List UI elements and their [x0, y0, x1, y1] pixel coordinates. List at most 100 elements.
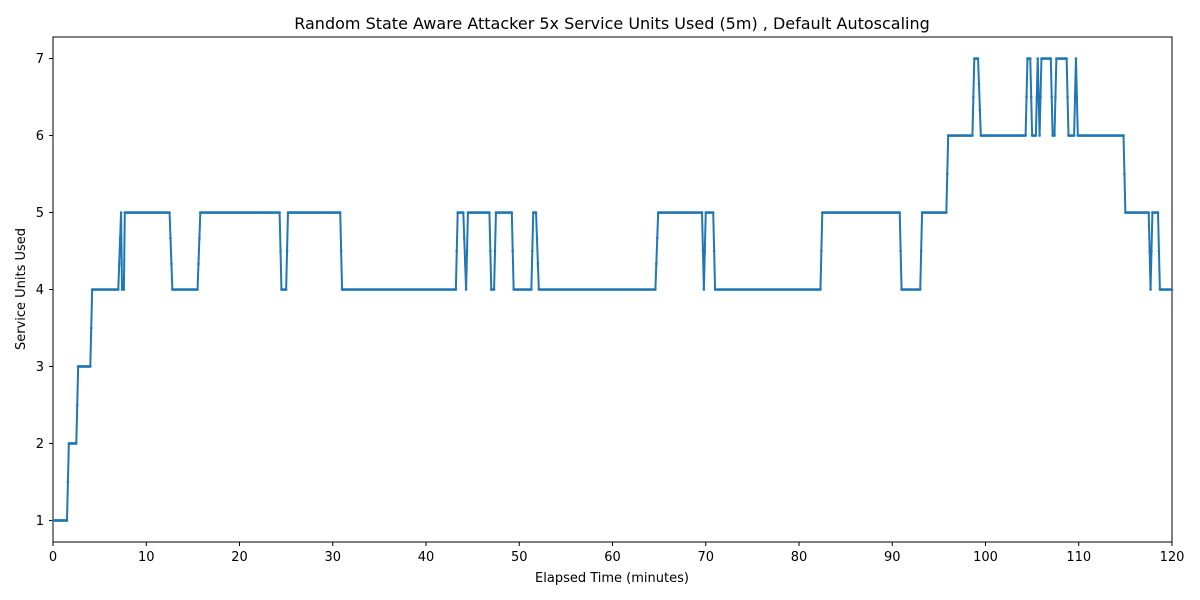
- data-point: [66, 480, 70, 484]
- data-point: [918, 288, 922, 291]
- data-point: [339, 249, 343, 253]
- data-point: [701, 249, 705, 253]
- data-point: [1150, 249, 1153, 253]
- data-point: [530, 288, 533, 291]
- data-point: [712, 249, 716, 253]
- data-point: [1073, 95, 1077, 99]
- data-point: [122, 288, 126, 291]
- y-tick-label: 2: [36, 437, 44, 452]
- data-point: [1034, 134, 1038, 137]
- data-point: [536, 262, 540, 266]
- y-tick-label: 7: [36, 52, 44, 67]
- data-point: [170, 262, 173, 266]
- data-point: [198, 236, 201, 240]
- data-point: [489, 249, 492, 253]
- data-point: [1122, 134, 1125, 137]
- data-point: [462, 211, 465, 214]
- data-point: [978, 108, 982, 112]
- data-point: [65, 519, 69, 522]
- x-tick-label: 80: [791, 550, 808, 565]
- data-point: [168, 211, 171, 214]
- x-tick-label: 60: [604, 550, 621, 565]
- data-point: [711, 211, 715, 214]
- x-tick-label: 70: [697, 550, 714, 565]
- data-point: [1123, 172, 1126, 176]
- data-point: [196, 288, 199, 291]
- x-tick-label: 100: [973, 550, 998, 565]
- data-point: [75, 403, 79, 407]
- data-point: [655, 236, 659, 240]
- data-point: [169, 236, 172, 240]
- data-point: [654, 288, 657, 291]
- data-point: [972, 95, 975, 99]
- data-point: [462, 236, 466, 240]
- data-point: [338, 211, 342, 214]
- x-tick-label: 120: [1160, 550, 1185, 565]
- data-point: [278, 211, 281, 214]
- data-point: [655, 262, 658, 266]
- data-point: [116, 288, 120, 291]
- data-point: [1028, 57, 1032, 60]
- chart-title: Random State Aware Attacker 5x Service U…: [294, 14, 930, 33]
- x-tick-label: 90: [884, 550, 901, 565]
- data-point: [279, 249, 282, 253]
- data-point: [89, 326, 93, 330]
- data-point: [700, 211, 704, 214]
- data-point: [117, 262, 121, 266]
- data-point: [1035, 95, 1039, 99]
- data-point: [284, 288, 288, 291]
- data-point: [702, 288, 706, 291]
- data-point: [1148, 249, 1151, 253]
- data-point: [454, 288, 458, 291]
- x-tick-label: 110: [1066, 550, 1091, 565]
- x-tick-label: 20: [231, 550, 248, 565]
- data-point: [976, 57, 980, 60]
- y-tick-label: 1: [36, 514, 44, 529]
- data-point: [492, 288, 496, 291]
- data-point: [1029, 95, 1033, 99]
- data-point: [465, 249, 469, 253]
- data-point: [1170, 288, 1174, 291]
- data-point: [919, 249, 923, 253]
- data-point: [1053, 134, 1056, 137]
- x-axis-label: Elapsed Time (minutes): [535, 571, 689, 586]
- data-point: [898, 211, 902, 214]
- data-point: [1147, 211, 1150, 214]
- data-point: [75, 442, 78, 445]
- data-point: [1024, 134, 1027, 137]
- axes: 0 10 20 30 40 50 60 70 80 90 100 110 120 1 2 3 4 5 6 7: [36, 36, 1185, 565]
- y-tick-label: 5: [36, 206, 44, 221]
- data-point: [463, 262, 467, 266]
- data-point: [1038, 134, 1041, 137]
- y-axis-label: Service Units Used: [14, 228, 29, 350]
- data-point: [1074, 57, 1078, 60]
- data-point: [493, 249, 497, 253]
- data-point: [1066, 95, 1069, 99]
- x-tick-label: 10: [138, 550, 155, 565]
- data-point: [285, 249, 289, 253]
- y-tick-label: 3: [36, 360, 44, 375]
- data-point: [1025, 95, 1028, 99]
- data-point: [118, 236, 122, 240]
- data-point: [945, 211, 948, 214]
- data-point: [1039, 95, 1042, 99]
- data-point: [534, 211, 538, 214]
- x-tick-label: 40: [418, 550, 435, 565]
- data-point: [899, 249, 902, 253]
- data-point: [977, 82, 981, 86]
- x-tick-label: 0: [49, 550, 57, 565]
- series-1: [51, 57, 1174, 522]
- data-point: [1036, 57, 1040, 60]
- data-point: [819, 288, 822, 291]
- data-point: [945, 172, 949, 176]
- x-tick-label: 50: [511, 550, 528, 565]
- y-tick-label: 4: [36, 283, 44, 298]
- data-point: [1049, 57, 1053, 60]
- data-point: [464, 288, 468, 291]
- data-point: [1050, 95, 1054, 99]
- data-point: [1037, 95, 1040, 99]
- data-point: [1065, 57, 1068, 60]
- data-point: [1072, 134, 1076, 137]
